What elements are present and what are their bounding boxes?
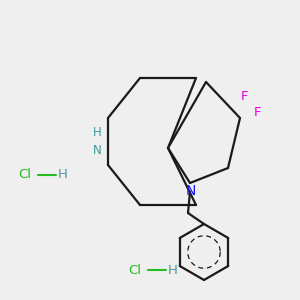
Text: N: N [93,143,102,157]
Text: H: H [93,127,102,140]
Text: N: N [186,184,196,198]
Text: Cl: Cl [18,169,31,182]
Text: F: F [254,106,262,119]
Text: H: H [58,169,68,182]
Text: H: H [168,263,178,277]
Text: F: F [241,89,248,103]
Text: Cl: Cl [128,263,141,277]
